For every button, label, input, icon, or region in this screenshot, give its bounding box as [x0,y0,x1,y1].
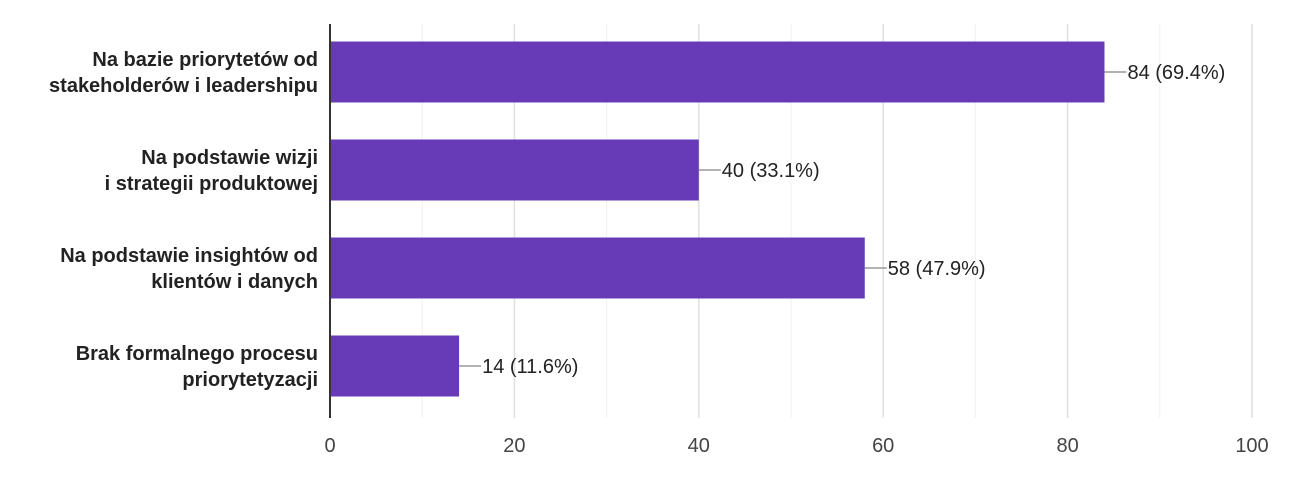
bar [330,41,1105,103]
category-label: klientów i danych [151,271,318,293]
category-label: priorytetyzacji [182,369,318,391]
x-tick-label: 80 [1056,435,1078,457]
bar [330,237,865,299]
category-label: Na podstawie insightów od [60,245,318,267]
data-labels: 84 (69.4%) 40 (33.1%) 58 (47.9%) 14 (11.6%) [459,62,1225,378]
x-tick-label: 0 [324,435,335,457]
data-label: 58 (47.9%) [888,258,986,280]
category-label: i strategii produktowej [105,173,318,195]
category-label: Na podstawie wizji [141,147,318,169]
x-tick-label: 100 [1235,435,1268,457]
x-tick-label: 20 [503,435,525,457]
category-label: stakeholderów i leadershipu [49,75,318,97]
data-label: 40 (33.1%) [722,160,820,182]
x-tick-label: 60 [872,435,894,457]
data-label: 14 (11.6%) [482,356,578,378]
bar [330,139,699,201]
category-label: Na bazie priorytetów od [92,49,318,71]
bars [330,41,1105,397]
category-labels: Na bazie priorytetów od stakeholderów i l… [49,49,318,391]
x-tick-label: 40 [688,435,710,457]
x-tick-labels: 0 20 40 60 80 100 [324,435,1268,457]
bar [330,335,460,397]
category-label: Brak formalnego procesu [76,343,318,365]
data-label: 84 (69.4%) [1127,62,1225,84]
